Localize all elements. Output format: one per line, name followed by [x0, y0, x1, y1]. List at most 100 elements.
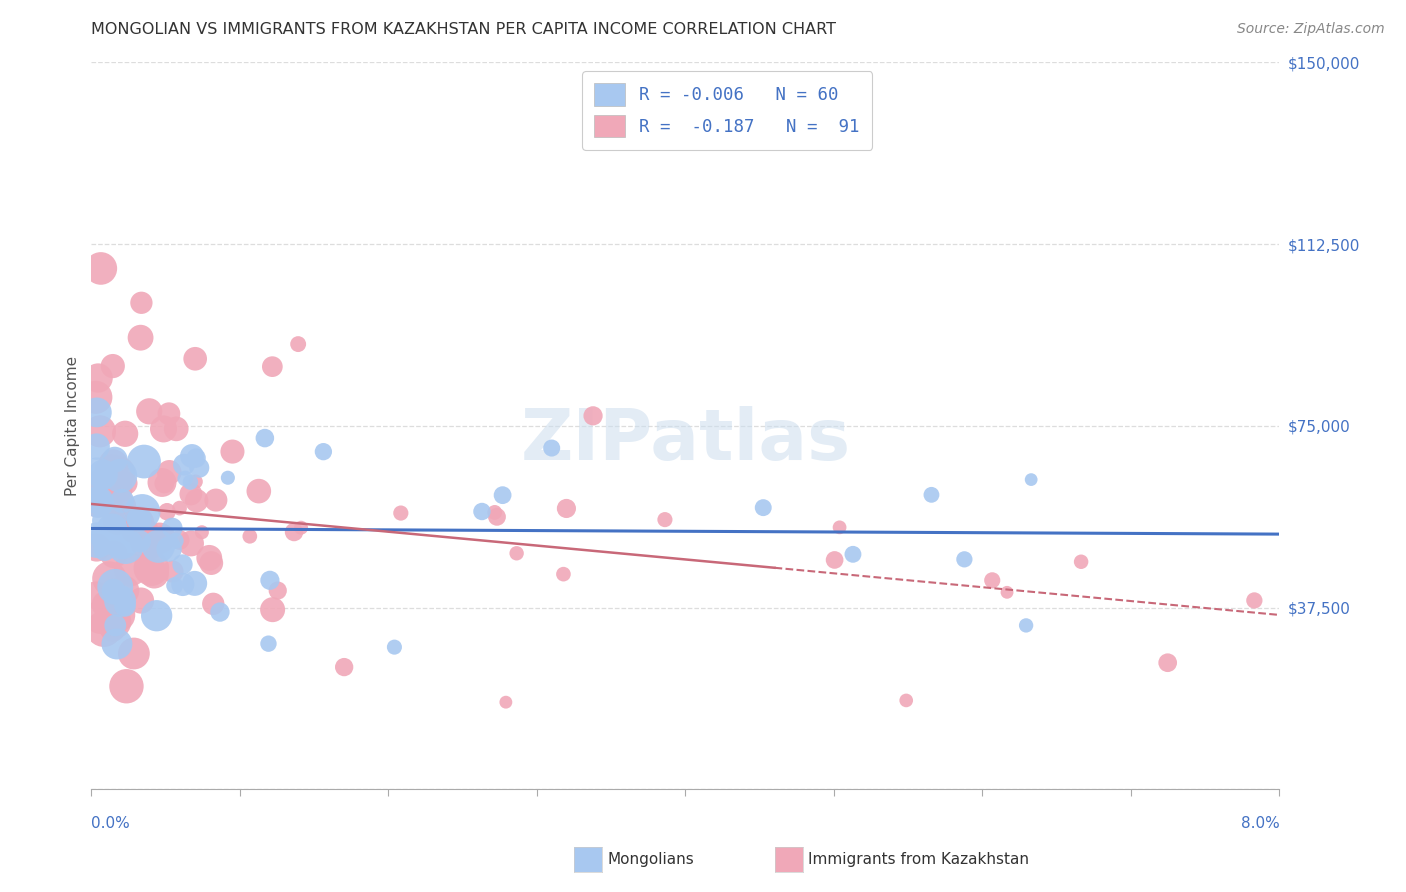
Point [93, 622, 115, 636]
Point [107, 607, 129, 622]
Point [125, 516, 148, 531]
Point [208, 605, 231, 619]
Point [553, 567, 575, 582]
Point [129, 593, 152, 607]
Point [108, 594, 131, 608]
Point [188, 460, 211, 475]
Point [262, 602, 284, 616]
Point [100, 464, 122, 478]
Point [169, 501, 191, 516]
Point [290, 521, 312, 535]
Point [953, 552, 976, 566]
Point [259, 574, 281, 588]
Point [86, 405, 108, 419]
Point [162, 565, 184, 579]
Point [198, 550, 221, 565]
Point [384, 640, 406, 654]
Point [184, 351, 207, 366]
Point [91, 467, 114, 482]
Point [114, 539, 136, 553]
Point [93, 542, 115, 557]
Point [896, 693, 918, 707]
Point [181, 449, 204, 463]
Point [104, 618, 127, 632]
Point [157, 541, 180, 556]
Point [94, 598, 117, 612]
Point [111, 493, 134, 508]
Point [148, 531, 170, 545]
Point [1015, 618, 1038, 632]
Point [112, 583, 135, 598]
Point [267, 583, 290, 598]
Point [131, 505, 153, 519]
Point [157, 465, 180, 479]
Point [200, 556, 222, 570]
Point [122, 647, 145, 661]
Point [471, 504, 494, 518]
Point [179, 475, 201, 490]
Point [247, 484, 270, 499]
Point [110, 468, 132, 483]
Point [136, 534, 159, 549]
Point [84, 588, 107, 602]
Point [920, 488, 942, 502]
Point [505, 546, 527, 560]
Text: Source: ZipAtlas.com: Source: ZipAtlas.com [1237, 22, 1385, 37]
Point [103, 547, 125, 561]
Point [217, 471, 239, 485]
Point [183, 576, 205, 591]
Point [107, 513, 129, 527]
Point [283, 524, 305, 539]
Point [114, 599, 136, 613]
Point [104, 452, 127, 467]
Point [253, 431, 276, 445]
Point [136, 524, 159, 538]
Point [107, 466, 129, 480]
Text: ZIPatlas: ZIPatlas [520, 406, 851, 475]
Point [101, 622, 124, 636]
Point [87, 371, 110, 385]
Point [120, 563, 142, 577]
Point [239, 529, 262, 543]
Point [128, 512, 150, 526]
Point [87, 493, 110, 508]
Point [156, 505, 179, 519]
Point [90, 261, 112, 276]
Point [191, 525, 214, 540]
Point [205, 493, 228, 508]
Point [172, 577, 194, 591]
Point [93, 533, 115, 547]
Point [114, 476, 136, 491]
Point [87, 493, 110, 508]
Text: Immigrants from Kazakhstan: Immigrants from Kazakhstan [808, 853, 1029, 867]
Point [101, 522, 124, 536]
Point [165, 533, 187, 548]
Point [150, 475, 173, 490]
Point [114, 426, 136, 441]
Point [98, 514, 121, 528]
Point [105, 637, 128, 651]
Point [180, 487, 202, 501]
Point [90, 479, 112, 493]
Point [129, 534, 152, 549]
Point [752, 500, 775, 515]
Point [121, 524, 143, 539]
Point [484, 505, 506, 519]
Point [491, 488, 513, 502]
Text: 8.0%: 8.0% [1240, 816, 1279, 831]
Point [94, 462, 117, 476]
Y-axis label: Per Capita Income: Per Capita Income [65, 356, 80, 496]
Point [981, 574, 1004, 588]
Point [173, 458, 195, 472]
Point [287, 337, 309, 351]
Point [1070, 555, 1092, 569]
Point [104, 580, 127, 594]
Text: 0.0%: 0.0% [91, 816, 131, 831]
Point [485, 509, 508, 524]
Point [111, 535, 134, 549]
Point [163, 578, 186, 592]
Point [654, 513, 676, 527]
Point [103, 457, 125, 471]
Point [124, 510, 146, 524]
Point [184, 450, 207, 465]
